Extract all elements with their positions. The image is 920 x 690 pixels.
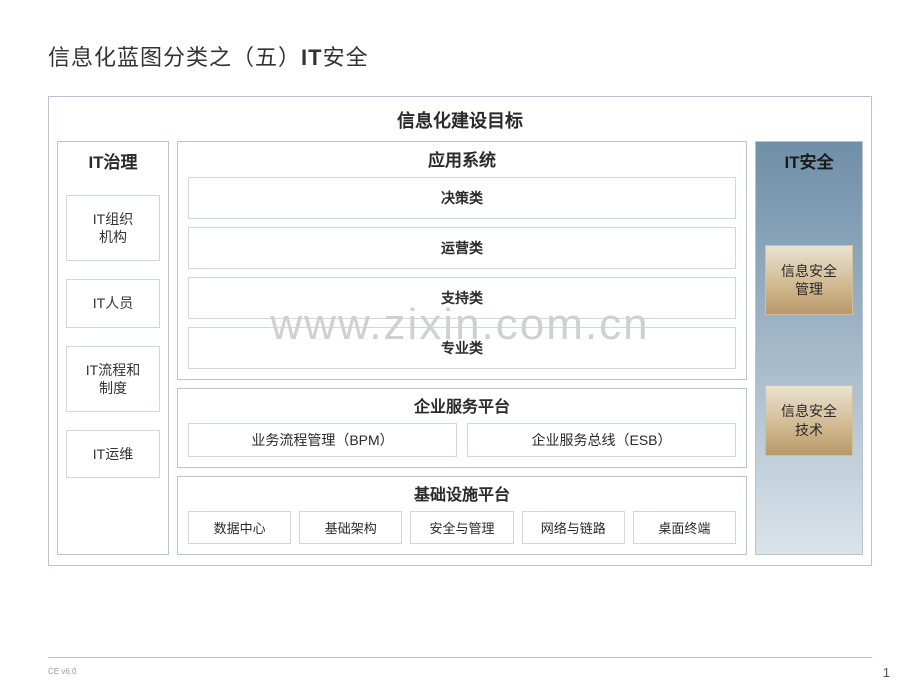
svc-row: 业务流程管理（BPM） 企业服务总线（ESB） [188, 423, 736, 457]
application-system-box: 应用系统 决策类 运营类 支持类 专业类 [177, 141, 747, 380]
svc-title: 企业服务平台 [188, 393, 736, 423]
infra-row: 数据中心 基础架构 安全与管理 网络与链路 桌面终端 [188, 511, 736, 544]
gov-item-ops: IT运维 [66, 430, 160, 478]
service-platform-box: 企业服务平台 业务流程管理（BPM） 企业服务总线（ESB） [177, 388, 747, 468]
right-column-title: IT安全 [784, 146, 833, 175]
app-row-decision: 决策类 [188, 177, 736, 219]
page-number: 1 [883, 665, 890, 680]
infra-item-net: 网络与链路 [522, 511, 625, 544]
gov-item-staff: IT人员 [66, 279, 160, 327]
left-column-title: IT治理 [88, 146, 137, 177]
footer-version: CE v6.0 [48, 667, 76, 676]
title-bold: IT [301, 45, 323, 70]
goal-title: 信息化建设目标 [57, 103, 863, 141]
infra-item-desk: 桌面终端 [633, 511, 736, 544]
page-title: 信息化蓝图分类之（五）IT安全 [48, 40, 872, 72]
app-sys-title: 应用系统 [188, 146, 736, 177]
center-column: 应用系统 决策类 运营类 支持类 专业类 企业服务平台 业务流程管理（BPM） … [177, 141, 747, 555]
left-column-it-governance: IT治理 IT组织机构 IT人员 IT流程和制度 IT运维 [57, 141, 169, 555]
columns-container: IT治理 IT组织机构 IT人员 IT流程和制度 IT运维 应用系统 决策类 运… [57, 141, 863, 555]
infra-platform-box: 基础设施平台 数据中心 基础架构 安全与管理 网络与链路 桌面终端 [177, 476, 747, 555]
infra-item-sec: 安全与管理 [410, 511, 513, 544]
infra-title: 基础设施平台 [188, 481, 736, 511]
gov-item-org: IT组织机构 [66, 195, 160, 261]
infra-item-dc: 数据中心 [188, 511, 291, 544]
app-row-support: 支持类 [188, 277, 736, 319]
right-column-it-security: IT安全 信息安全管理 信息安全技术 [755, 141, 863, 555]
svc-item-bpm: 业务流程管理（BPM） [188, 423, 457, 457]
svc-item-esb: 企业服务总线（ESB） [467, 423, 736, 457]
main-frame: 信息化建设目标 IT治理 IT组织机构 IT人员 IT流程和制度 IT运维 应用… [48, 96, 872, 566]
sec-item-tech: 信息安全技术 [765, 385, 853, 455]
footer-divider [48, 657, 872, 658]
sec-item-mgmt: 信息安全管理 [765, 245, 853, 315]
gov-item-process: IT流程和制度 [66, 346, 160, 412]
infra-item-arch: 基础架构 [299, 511, 402, 544]
title-suffix: 安全 [323, 45, 369, 70]
app-row-professional: 专业类 [188, 327, 736, 369]
app-row-operation: 运营类 [188, 227, 736, 269]
title-prefix: 信息化蓝图分类之（五） [48, 45, 301, 70]
